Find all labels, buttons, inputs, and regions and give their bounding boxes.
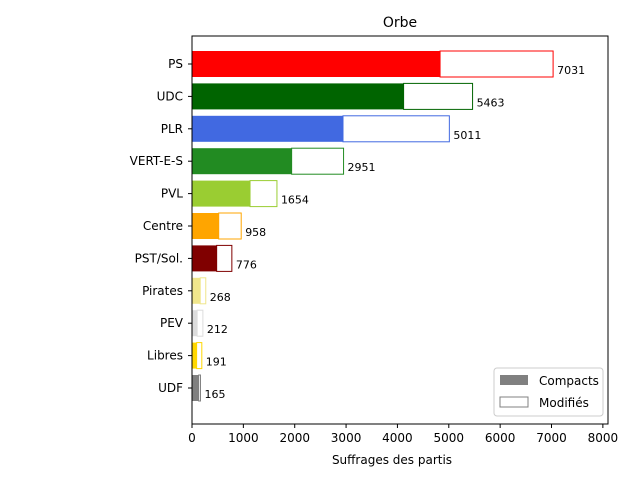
bar-total-label-pvl: 1654 bbox=[281, 194, 309, 207]
chart-title: Orbe bbox=[383, 15, 417, 31]
bar-compacts-pirates bbox=[192, 277, 201, 304]
bar-modifies-pvl bbox=[249, 180, 278, 208]
x-tick-label-7000: 7000 bbox=[536, 431, 567, 445]
x-tick-label-0: 0 bbox=[188, 431, 196, 445]
bar-total-label-ps: 7031 bbox=[557, 64, 585, 77]
legend: Compacts Modifiés bbox=[493, 367, 604, 417]
x-tick-label-1000: 1000 bbox=[228, 431, 259, 445]
y-tick-label-libres: Libres bbox=[147, 349, 183, 363]
bar-modifies-ps bbox=[439, 50, 554, 78]
y-tick-label-pvl: PVL bbox=[161, 187, 183, 201]
bars-group: 7031 5463 5011 2951 1654 958 776 268 212 191 165 bbox=[192, 50, 585, 402]
bar-modifies-udf bbox=[198, 374, 201, 402]
x-axis: 0 1000 2000 3000 4000 5000 6000 7000 8000 bbox=[188, 424, 618, 445]
bar-modifies-vert-e-s bbox=[291, 147, 345, 175]
legend-compacts-label: Compacts bbox=[539, 374, 599, 388]
x-tick-label-2000: 2000 bbox=[279, 431, 310, 445]
bar-compacts-pvl bbox=[192, 180, 251, 207]
y-tick-label-udf: UDF bbox=[158, 381, 183, 395]
y-tick-label-pirates: Pirates bbox=[142, 284, 183, 298]
y-tick-label-plr: PLR bbox=[161, 122, 183, 136]
x-tick-label-8000: 8000 bbox=[588, 431, 619, 445]
bar-total-label-udf: 165 bbox=[204, 388, 225, 401]
bar-total-label-pst-sol: 776 bbox=[236, 258, 257, 271]
bar-total-label-libres: 191 bbox=[206, 356, 227, 369]
legend-modifies-label: Modifiés bbox=[539, 396, 589, 410]
bar-modifies-pev bbox=[196, 309, 204, 337]
bar-modifies-libres bbox=[196, 342, 203, 370]
bar-compacts-plr bbox=[192, 115, 343, 142]
bar-modifies-pirates bbox=[199, 277, 207, 305]
bar-total-label-pev: 212 bbox=[207, 323, 228, 336]
bar-compacts-centre bbox=[192, 213, 219, 239]
legend-compacts-swatch bbox=[500, 375, 528, 385]
bar-total-label-vert-e-s: 2951 bbox=[348, 161, 376, 174]
y-tick-label-vert-e-s: VERT-E-S bbox=[130, 154, 183, 168]
bar-compacts-udf bbox=[192, 375, 199, 401]
legend-modifies-swatch bbox=[499, 396, 529, 408]
bar-compacts-ps bbox=[192, 51, 441, 77]
bar-modifies-pst-sol bbox=[216, 244, 233, 272]
y-tick-label-pst-sol: PST/Sol. bbox=[135, 251, 183, 265]
bar-total-label-plr: 5011 bbox=[453, 129, 481, 142]
bar-compacts-udc bbox=[192, 83, 404, 110]
x-tick-label-3000: 3000 bbox=[331, 431, 362, 445]
x-tick-label-4000: 4000 bbox=[382, 431, 413, 445]
y-tick-label-centre: Centre bbox=[143, 219, 183, 233]
x-tick-label-6000: 6000 bbox=[485, 431, 516, 445]
bar-modifies-plr bbox=[342, 115, 450, 143]
y-tick-labels: PS UDC PLR VERT-E-S PVL Centre PST/Sol. Pirates… bbox=[130, 57, 192, 395]
y-tick-label-pev: PEV bbox=[160, 316, 184, 330]
bar-total-label-pirates: 268 bbox=[210, 291, 231, 304]
bar-modifies-udc bbox=[403, 82, 474, 110]
bar-modifies-centre bbox=[218, 212, 242, 240]
x-tick-label-5000: 5000 bbox=[434, 431, 465, 445]
y-tick-label-udc: UDC bbox=[157, 89, 183, 103]
bar-compacts-pst-sol bbox=[192, 245, 217, 272]
bar-compacts-pev bbox=[192, 310, 198, 337]
bar-compacts-vert-e-s bbox=[192, 148, 292, 175]
x-axis-label: Suffrages des partis bbox=[332, 453, 452, 467]
bar-total-label-udc: 5463 bbox=[477, 96, 505, 109]
bar-compacts-libres bbox=[192, 342, 197, 369]
plot-frame bbox=[191, 35, 609, 425]
bar-total-label-centre: 958 bbox=[245, 226, 266, 239]
y-tick-label-ps: PS bbox=[168, 57, 183, 71]
